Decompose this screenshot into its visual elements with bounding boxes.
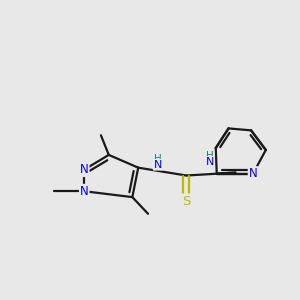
Text: S: S: [182, 194, 190, 208]
Text: N: N: [80, 185, 88, 198]
Text: N: N: [154, 160, 162, 170]
Text: N: N: [249, 167, 257, 180]
Text: N: N: [206, 157, 214, 167]
Text: H: H: [154, 154, 162, 164]
Text: N: N: [80, 163, 88, 176]
Text: H: H: [206, 152, 214, 161]
